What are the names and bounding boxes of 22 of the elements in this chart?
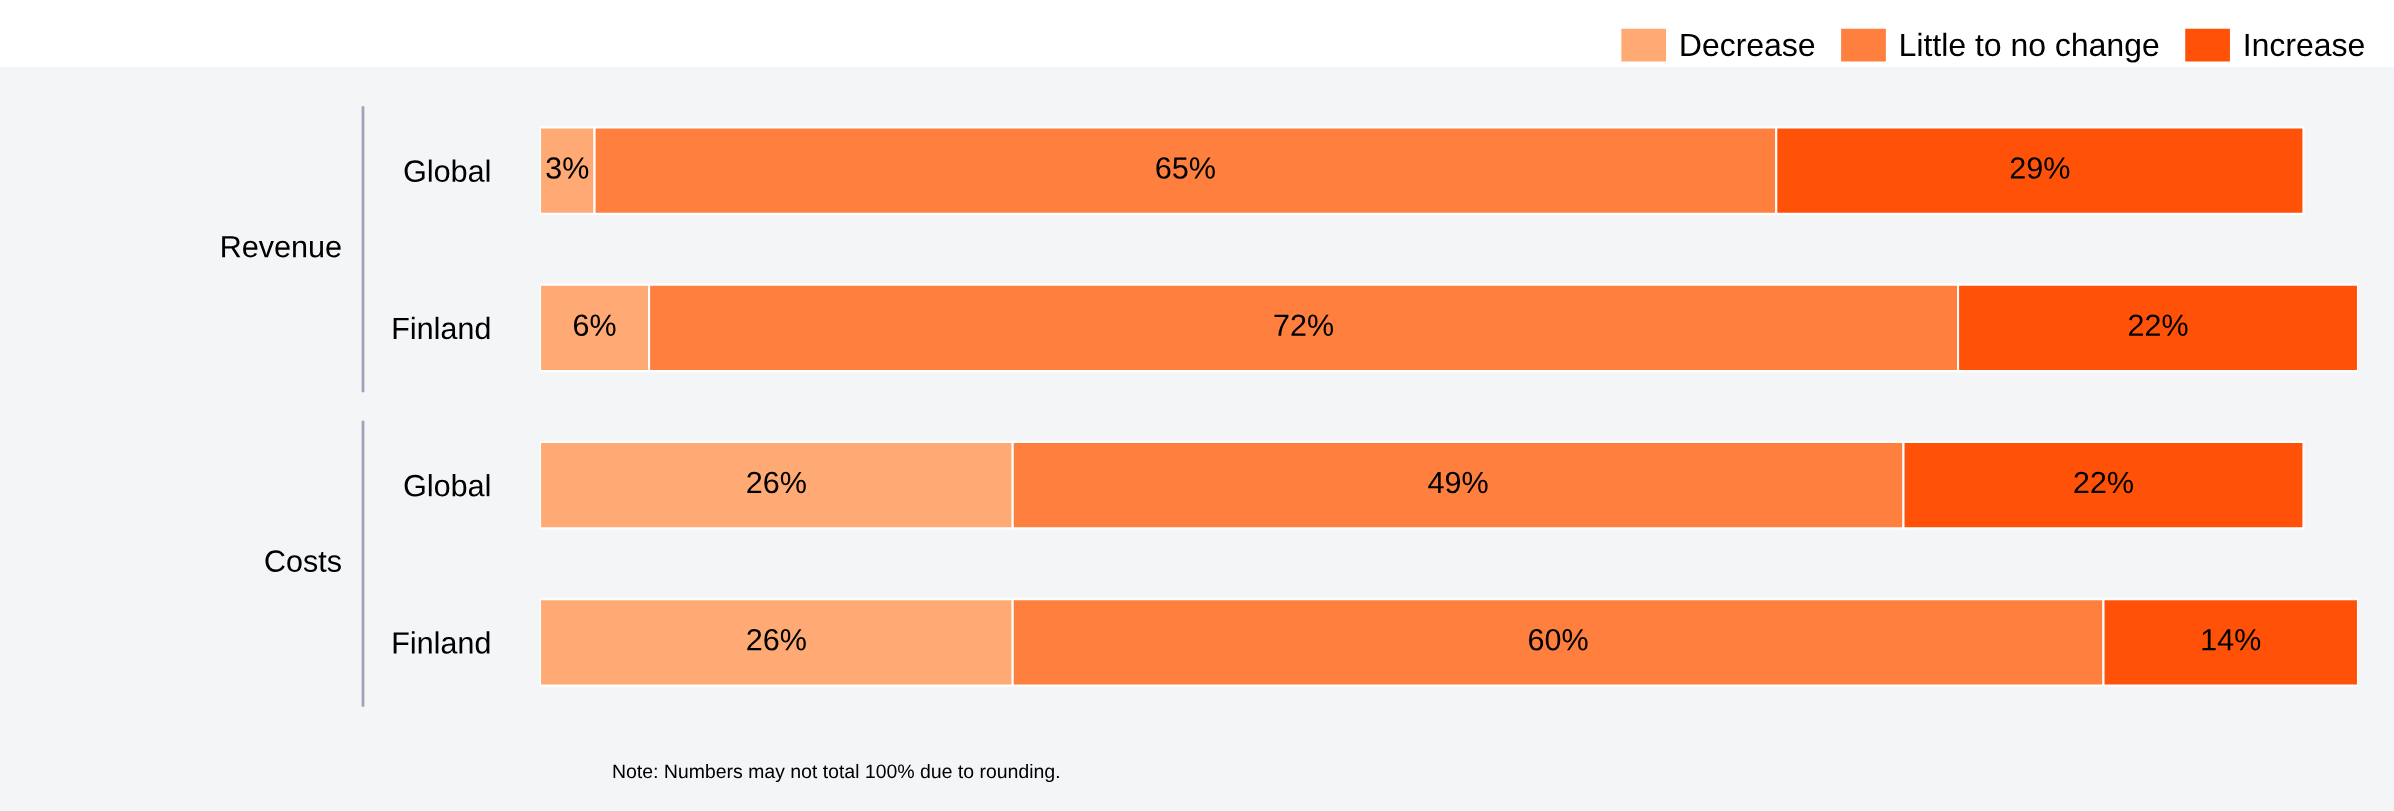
data-label: 49% xyxy=(1428,471,1488,494)
data-label: 3% xyxy=(546,157,589,179)
data-label: 26% xyxy=(747,628,806,651)
legend-label: Decrease xyxy=(1681,33,1815,57)
data-label: 65% xyxy=(1156,157,1215,179)
data-label: 29% xyxy=(2010,157,2070,179)
y-tick-label: Finland xyxy=(393,631,490,654)
text: Costs xyxy=(265,550,341,572)
data-label: 14% xyxy=(2202,629,2261,651)
data-label: 6% xyxy=(574,314,616,337)
y-tick-label: Global xyxy=(404,474,490,497)
data-label: 26% xyxy=(747,471,806,494)
data-label: 72% xyxy=(1274,314,1334,336)
data-label: 22% xyxy=(2074,471,2133,494)
legend-label: Increase xyxy=(2245,33,2364,57)
text: Note: Numbers may not total 100% due to rounding. xyxy=(613,763,1059,783)
data-label: 60% xyxy=(1529,628,1588,651)
y-tick-label: Global xyxy=(404,159,490,182)
legend-label: Little to no change xyxy=(1901,32,2159,63)
y-tick-label: Finland xyxy=(393,316,490,340)
data-label: 22% xyxy=(2128,314,2188,336)
text: Revenue xyxy=(222,236,341,258)
